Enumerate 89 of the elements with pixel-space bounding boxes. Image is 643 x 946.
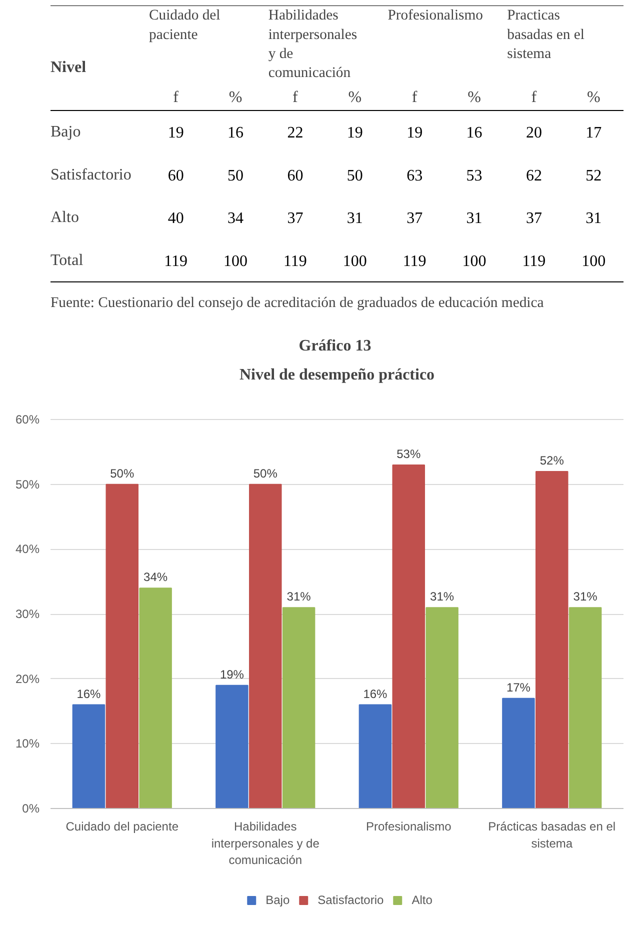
text: Practicas basadas en el sistema (507, 8, 584, 62)
x-tick-label: % (348, 89, 362, 106)
data-label: 100 (342, 253, 367, 270)
bar (139, 588, 172, 808)
data-label: 17% (506, 680, 531, 694)
data-label: 22 (287, 124, 304, 142)
data-label: 16 (228, 124, 244, 142)
bar (392, 464, 425, 808)
data-label: 50 (346, 167, 363, 184)
text: Cuidado del paciente (148, 8, 220, 43)
bar (282, 607, 316, 808)
y-tick-label: Satisfactorio (50, 166, 132, 184)
data-label: 119 (164, 253, 188, 270)
data-label: 34% (144, 570, 168, 584)
y-tick-label: 30% (15, 607, 40, 622)
data-label: 119 (284, 253, 307, 270)
data-label: 19 (346, 124, 363, 142)
y-tick-label: 10% (15, 736, 40, 751)
data-label: 37 (406, 210, 423, 228)
x-tick-label: % (228, 89, 242, 106)
data-label: 119 (522, 253, 546, 270)
x-tick-label: Prácticas basadas en el sistema (488, 820, 616, 850)
y-axis-title: Nivel (50, 59, 87, 76)
legend-label: Alto (412, 893, 432, 907)
data-label: 31 (346, 210, 363, 228)
data-label: 60 (287, 167, 304, 184)
data-label: 63 (406, 167, 423, 184)
data-label: 53% (396, 446, 421, 461)
data-label: 16% (363, 686, 388, 701)
x-tick-label: % (468, 89, 481, 106)
x-tick-label: f (173, 89, 180, 106)
x-tick-label: % (586, 89, 600, 106)
y-tick-label: 60% (15, 412, 40, 427)
data-label: 31% (573, 590, 598, 604)
data-label: 16% (76, 686, 102, 701)
data-label: 53 (466, 167, 482, 184)
data-label: 37 (287, 210, 304, 228)
y-tick-label: 0% (22, 802, 40, 816)
bar (249, 484, 282, 808)
data-label: 60 (168, 167, 184, 184)
data-label: 19 (406, 124, 423, 142)
data-label: 52 (586, 167, 602, 184)
chart-subtitle: Nivel de desempeño práctico (239, 366, 435, 384)
legend-label: Satisfactorio (318, 893, 384, 907)
data-label: 31% (430, 590, 454, 604)
bar (72, 704, 106, 808)
x-tick-label: Habilidades interpersonales y de comunicación (211, 820, 320, 868)
data-label: 19 (168, 124, 184, 142)
data-label: 100 (224, 253, 248, 270)
bar (216, 684, 248, 808)
data-label: 19% (220, 667, 244, 682)
y-tick-label: 20% (15, 672, 40, 686)
data-label: 50% (110, 466, 134, 480)
x-tick-label: f (531, 89, 538, 106)
data-label: 31 (466, 210, 482, 228)
x-tick-label: f (412, 89, 418, 106)
text: Profesionalismo (388, 8, 483, 24)
data-label: 16 (466, 124, 482, 142)
y-tick-label: 50% (15, 477, 40, 492)
bar (106, 484, 138, 808)
bar (536, 470, 568, 808)
source-note: Fuente: Cuestionario del consejo de acreditación de graduados de educación medica (50, 294, 544, 311)
data-label: 31% (286, 590, 312, 604)
data-label: 100 (582, 253, 606, 270)
x-tick-label: Profesionalismo (366, 820, 452, 834)
legend-label: Bajo (266, 893, 290, 907)
x-tick-label: f (292, 89, 299, 106)
data-label: 50 (228, 167, 244, 184)
bar (568, 607, 602, 808)
bar (426, 607, 458, 808)
data-label: 50% (253, 466, 278, 480)
data-label: 31 (586, 210, 602, 228)
data-label: 52% (540, 453, 564, 468)
y-tick-label: Alto (50, 209, 79, 226)
bar (502, 698, 535, 808)
y-tick-label: Total (50, 252, 84, 269)
y-tick-label: Bajo (50, 123, 81, 140)
y-tick-label: 40% (15, 542, 40, 556)
data-label: 62 (526, 167, 542, 184)
data-label: 37 (526, 210, 542, 228)
data-label: 17 (586, 124, 602, 142)
chart-title: Gráfico 13 (298, 338, 372, 354)
x-tick-label: Cuidado del paciente (66, 820, 179, 834)
data-label: 119 (402, 253, 426, 270)
data-label: 40 (168, 210, 184, 228)
data-label: 20 (526, 124, 542, 142)
data-label: 34 (228, 210, 244, 228)
data-label: 100 (462, 253, 486, 270)
bar (358, 704, 392, 808)
